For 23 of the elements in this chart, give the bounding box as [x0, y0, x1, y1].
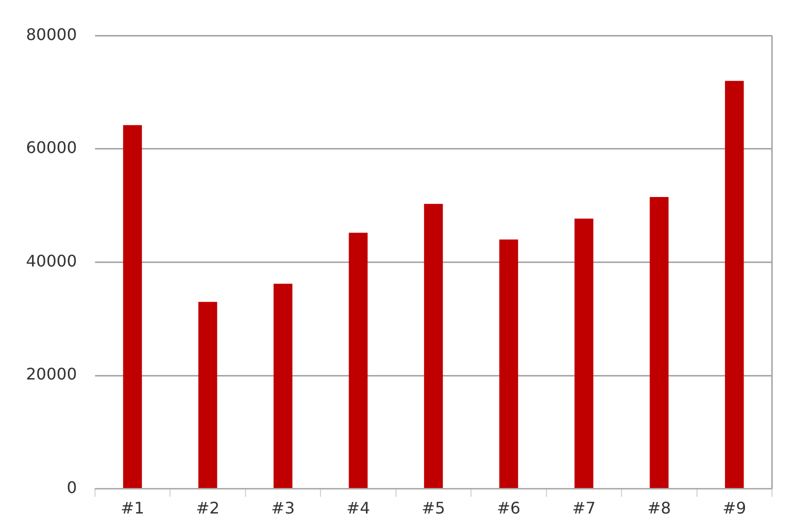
y-tick-label: 0: [66, 478, 77, 497]
bar: [198, 302, 218, 488]
x-tick-label: #3: [271, 498, 295, 518]
bar: [274, 284, 292, 488]
bar: [724, 80, 744, 488]
bar: [499, 240, 518, 488]
x-tick-label: #8: [647, 498, 671, 518]
x-tick-label: #7: [572, 498, 596, 518]
bar: [348, 232, 368, 488]
y-tick-label: 40000: [26, 251, 77, 270]
bar: [123, 125, 142, 488]
y-tick-label: 60000: [26, 138, 77, 158]
bar: [650, 197, 669, 488]
y-tick-label: 80000: [26, 24, 77, 44]
x-tick-label: #4: [346, 498, 370, 518]
x-tick-label: #6: [496, 498, 520, 518]
x-tick-label: #5: [422, 498, 446, 518]
x-tick-label: #9: [722, 498, 746, 518]
x-tick-label: #1: [120, 498, 144, 518]
y-tick-label: 20000: [26, 364, 77, 384]
x-tick-label: #2: [196, 498, 220, 518]
bar: [424, 204, 443, 488]
bar: [574, 218, 594, 488]
